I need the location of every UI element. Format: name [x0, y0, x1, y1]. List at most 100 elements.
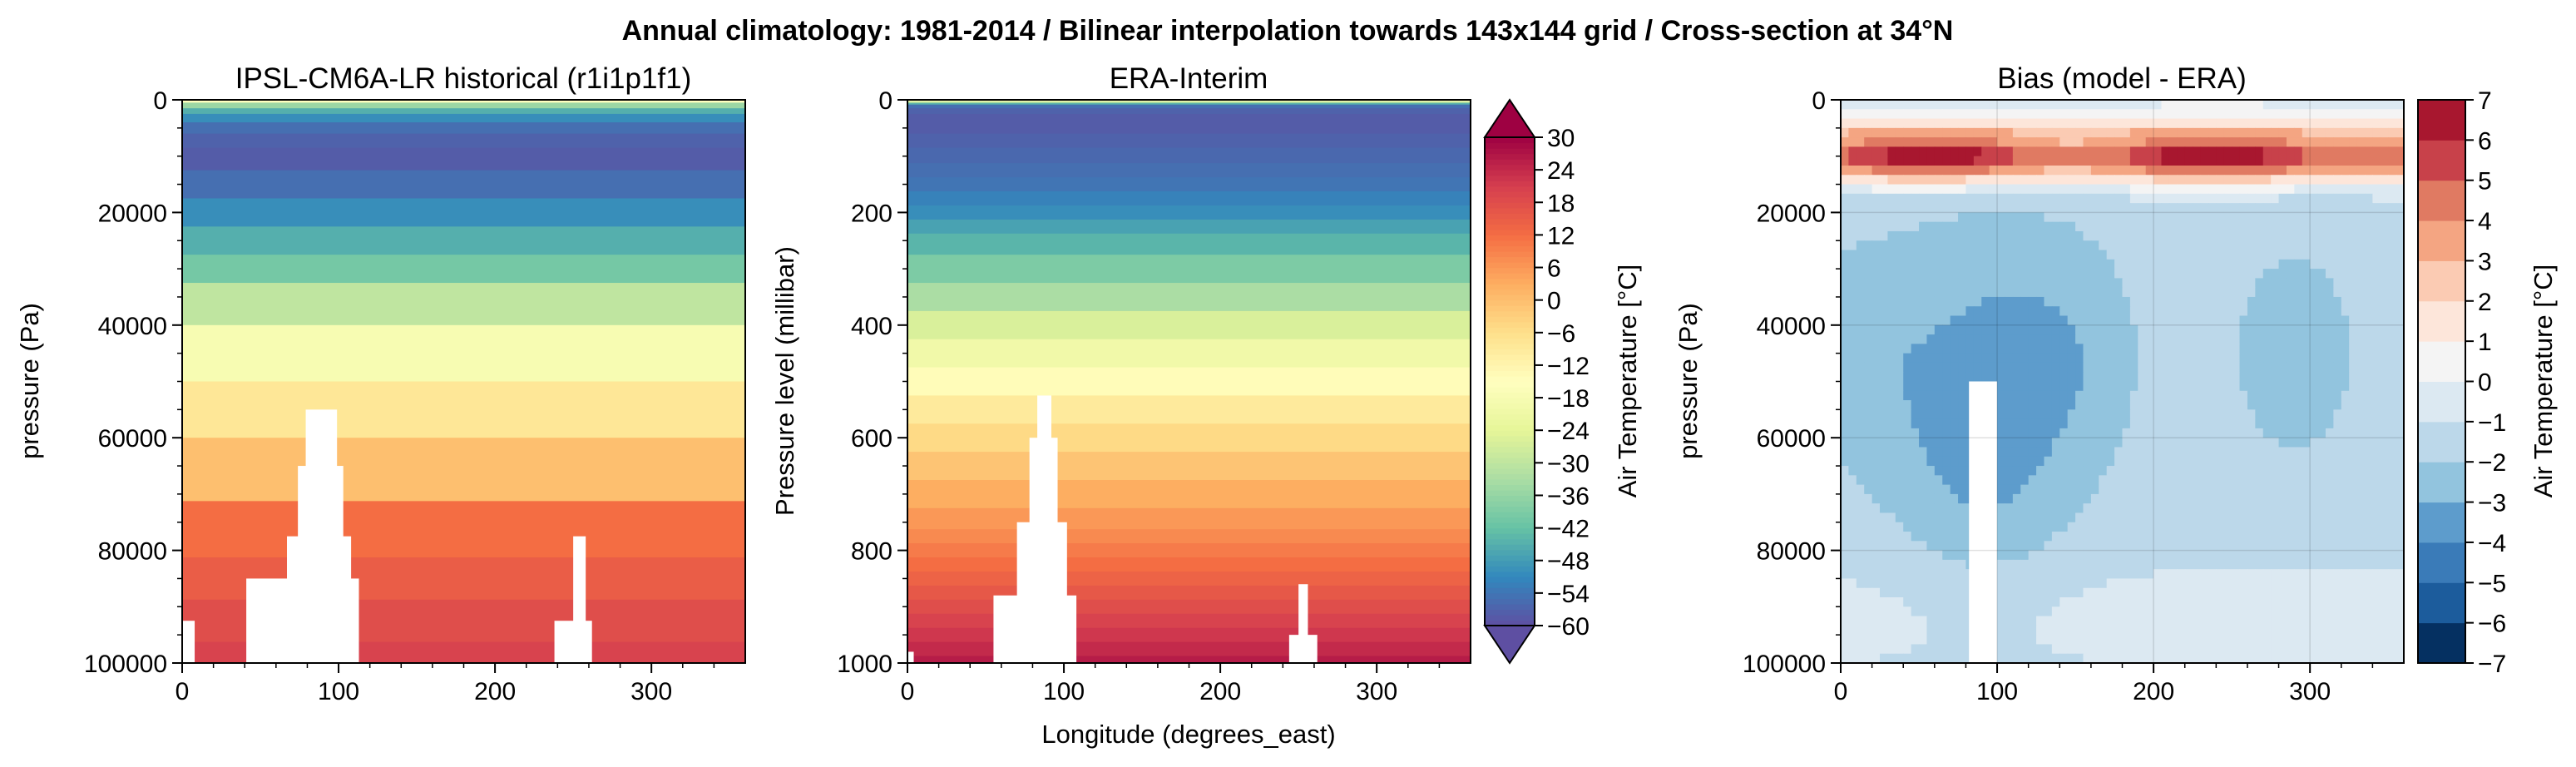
bias-cell [2059, 587, 2069, 598]
bias-cell [2223, 541, 2232, 552]
bias-cell [2099, 409, 2108, 420]
bias-cell [2239, 193, 2248, 204]
bias-cell [2396, 315, 2405, 326]
bias-cell [2005, 400, 2014, 410]
bias-cell [1919, 296, 1928, 307]
bias-cell [2067, 156, 2076, 166]
bias-cell [1856, 503, 1865, 514]
bias-cell [2294, 287, 2303, 298]
bias-cell [1864, 146, 1873, 157]
bias-cell [2325, 344, 2334, 354]
bias-cell [2333, 165, 2342, 176]
bias-cell [2044, 353, 2053, 364]
bias-cell [2271, 644, 2280, 655]
bias-cell [2216, 250, 2225, 260]
bias-cell [2122, 559, 2131, 570]
bias-cell [2177, 550, 2186, 561]
bias-cell [1871, 372, 1881, 383]
bias-cell [1926, 466, 1936, 476]
bias-cell [2106, 100, 2115, 110]
bias-cell [2145, 532, 2154, 542]
bias-cell [2067, 344, 2076, 354]
bias-cell [2239, 541, 2248, 552]
bias-cell [2036, 456, 2045, 467]
bias-cell [2044, 644, 2053, 655]
bias-cell [2232, 428, 2241, 438]
bias-cell [2028, 653, 2037, 664]
bias-cell [2075, 278, 2084, 289]
bias-cell [1841, 230, 1850, 241]
bias-cell [2317, 541, 2326, 552]
bias-cell [2388, 644, 2397, 655]
bias-cell [2177, 278, 2186, 289]
bias-cell [2067, 296, 2076, 307]
bias-cell [2364, 635, 2373, 646]
bias-cell [1911, 484, 1920, 495]
bias-cell [2278, 221, 2287, 232]
bias-cell [2020, 597, 2030, 607]
bias-cell [1926, 372, 1936, 383]
bias-cell [1841, 418, 1850, 429]
bias-cell [2341, 287, 2350, 298]
bias-cell [1848, 466, 1857, 476]
bias-cell [2262, 541, 2272, 552]
bias-cell [1864, 221, 1873, 232]
bias-cell [2239, 587, 2248, 598]
bias-cell [2262, 184, 2272, 195]
bias-cell [2349, 456, 2358, 467]
bias-cell [2028, 541, 2037, 552]
y-tick-label: 200 [851, 200, 892, 227]
bias-cell [2138, 503, 2147, 514]
bias-cell [1997, 296, 2006, 307]
bias-cell [2145, 466, 2154, 476]
bias-cell [2341, 653, 2350, 664]
bias-cell [2247, 493, 2256, 504]
bias-cell [1887, 240, 1896, 251]
bias-cell [2145, 653, 2154, 664]
bias-cell [2200, 616, 2209, 626]
temperature-colorbar-label: Air Temperature [°C] [1613, 265, 1642, 498]
bias-cell [1950, 493, 1959, 504]
bias-cell [1950, 597, 1959, 607]
bias-cell [2200, 625, 2209, 636]
bias-cell [2114, 438, 2124, 448]
bias-cell [2333, 278, 2342, 289]
bias-cell [2036, 109, 2045, 120]
bias-cell [1871, 137, 1881, 148]
bias-cell [1950, 193, 1959, 204]
bias-cell [2083, 438, 2092, 448]
bias-cell [1911, 569, 1920, 580]
bias-cell [2177, 625, 2186, 636]
bias-cell [1887, 597, 1896, 607]
bias-cell [2020, 184, 2030, 195]
bias-cell [2090, 438, 2099, 448]
bias-cell [2028, 532, 2037, 542]
bias-cell [2044, 456, 2053, 467]
bias-cell [2208, 221, 2217, 232]
bias-cell [2083, 587, 2092, 598]
bias-cell [2341, 240, 2350, 251]
bias-cell [2294, 324, 2303, 335]
bias-cell [2090, 212, 2099, 223]
bias-cell [2239, 428, 2248, 438]
bias-cell [2044, 324, 2053, 335]
bias-cell [2145, 390, 2154, 401]
bias-cell [2177, 269, 2186, 279]
bias-cell [2255, 362, 2264, 373]
bias-cell [2036, 306, 2045, 317]
bias-cell [1997, 193, 2006, 204]
bias-cell [2364, 428, 2373, 438]
bias-cell [2388, 137, 2397, 148]
bias-cell [2005, 165, 2014, 176]
bias-cell [2012, 456, 2021, 467]
bias-cell [2396, 184, 2405, 195]
bias-cell [2310, 484, 2319, 495]
bias-cell [2075, 230, 2084, 241]
bias-cell [2005, 409, 2014, 420]
bias-cell [1973, 118, 1982, 129]
bias-cell [1919, 175, 1928, 186]
bias-cell [2012, 306, 2021, 317]
bias-cell [2059, 362, 2069, 373]
bias-cell [2262, 400, 2272, 410]
